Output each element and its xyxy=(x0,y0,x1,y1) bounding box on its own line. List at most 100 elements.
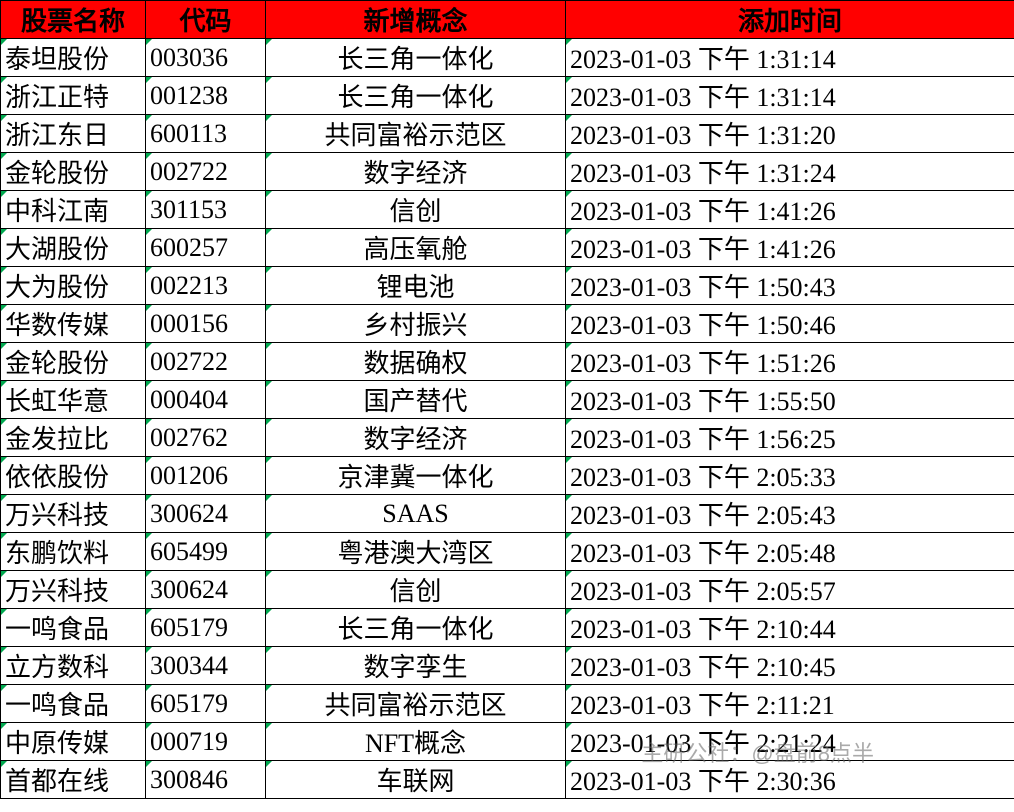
table-row: 金发拉比002762数字经济2023-01-03 下午 1:56:25 xyxy=(1,419,1014,457)
stock-concepts-table: 股票名称 代码 新增概念 添加时间 泰坦股份003036长三角一体化2023-0… xyxy=(0,0,1014,799)
cell-name: 东鹏饮料 xyxy=(1,533,146,571)
cell-code: 000156 xyxy=(146,305,266,343)
cell-code: 002762 xyxy=(146,419,266,457)
cell-code: 000404 xyxy=(146,381,266,419)
cell-code: 300846 xyxy=(146,761,266,799)
header-concept: 新增概念 xyxy=(266,1,566,39)
cell-name: 华数传媒 xyxy=(1,305,146,343)
table-row: 大为股份002213锂电池2023-01-03 下午 1:50:43 xyxy=(1,267,1014,305)
cell-code: 600257 xyxy=(146,229,266,267)
cell-name: 一鸣食品 xyxy=(1,609,146,647)
cell-time: 2023-01-03 下午 1:41:26 xyxy=(566,191,1014,229)
cell-concept: 高压氧舱 xyxy=(266,229,566,267)
cell-time: 2023-01-03 下午 2:05:48 xyxy=(566,533,1014,571)
cell-time: 2023-01-03 下午 2:05:57 xyxy=(566,571,1014,609)
cell-code: 001206 xyxy=(146,457,266,495)
cell-code: 003036 xyxy=(146,39,266,77)
cell-code: 300344 xyxy=(146,647,266,685)
cell-concept: 乡村振兴 xyxy=(266,305,566,343)
table-row: 华数传媒000156乡村振兴2023-01-03 下午 1:50:46 xyxy=(1,305,1014,343)
table-body: 泰坦股份003036长三角一体化2023-01-03 下午 1:31:14浙江正… xyxy=(1,39,1014,799)
cell-concept: SAAS xyxy=(266,495,566,533)
cell-concept: 共同富裕示范区 xyxy=(266,115,566,153)
cell-concept: NFT概念 xyxy=(266,723,566,761)
cell-code: 600113 xyxy=(146,115,266,153)
header-code: 代码 xyxy=(146,1,266,39)
table-row: 一鸣食品605179共同富裕示范区2023-01-03 下午 2:11:21 xyxy=(1,685,1014,723)
cell-concept: 长三角一体化 xyxy=(266,39,566,77)
cell-name: 浙江东日 xyxy=(1,115,146,153)
table-row: 万兴科技300624信创2023-01-03 下午 2:05:57 xyxy=(1,571,1014,609)
cell-time: 2023-01-03 下午 2:10:45 xyxy=(566,647,1014,685)
cell-name: 中科江南 xyxy=(1,191,146,229)
cell-concept: 长三角一体化 xyxy=(266,77,566,115)
cell-code: 002722 xyxy=(146,343,266,381)
cell-concept: 信创 xyxy=(266,571,566,609)
table-row: 中科江南301153信创2023-01-03 下午 1:41:26 xyxy=(1,191,1014,229)
cell-code: 002722 xyxy=(146,153,266,191)
table-row: 立方数科300344数字孪生2023-01-03 下午 2:10:45 xyxy=(1,647,1014,685)
cell-concept: 国产替代 xyxy=(266,381,566,419)
cell-code: 002213 xyxy=(146,267,266,305)
cell-code: 300624 xyxy=(146,495,266,533)
cell-code: 300624 xyxy=(146,571,266,609)
cell-concept: 长三角一体化 xyxy=(266,609,566,647)
table-row: 浙江正特001238长三角一体化2023-01-03 下午 1:31:14 xyxy=(1,77,1014,115)
cell-name: 立方数科 xyxy=(1,647,146,685)
table-row: 浙江东日600113共同富裕示范区2023-01-03 下午 1:31:20 xyxy=(1,115,1014,153)
cell-name: 依依股份 xyxy=(1,457,146,495)
table-header-row: 股票名称 代码 新增概念 添加时间 xyxy=(1,1,1014,39)
table-row: 泰坦股份003036长三角一体化2023-01-03 下午 1:31:14 xyxy=(1,39,1014,77)
cell-time: 2023-01-03 下午 1:50:46 xyxy=(566,305,1014,343)
cell-time: 2023-01-03 下午 1:55:50 xyxy=(566,381,1014,419)
cell-time: 2023-01-03 下午 2:21:24 xyxy=(566,723,1014,761)
cell-time: 2023-01-03 下午 2:10:44 xyxy=(566,609,1014,647)
cell-name: 中原传媒 xyxy=(1,723,146,761)
cell-code: 301153 xyxy=(146,191,266,229)
cell-time: 2023-01-03 下午 1:31:24 xyxy=(566,153,1014,191)
cell-name: 大为股份 xyxy=(1,267,146,305)
cell-concept: 共同富裕示范区 xyxy=(266,685,566,723)
cell-name: 浙江正特 xyxy=(1,77,146,115)
cell-code: 000719 xyxy=(146,723,266,761)
cell-name: 万兴科技 xyxy=(1,571,146,609)
cell-time: 2023-01-03 下午 2:11:21 xyxy=(566,685,1014,723)
cell-time: 2023-01-03 下午 1:31:20 xyxy=(566,115,1014,153)
cell-time: 2023-01-03 下午 1:56:25 xyxy=(566,419,1014,457)
header-stock-name: 股票名称 xyxy=(1,1,146,39)
cell-name: 金发拉比 xyxy=(1,419,146,457)
cell-code: 605179 xyxy=(146,609,266,647)
cell-name: 金轮股份 xyxy=(1,153,146,191)
cell-time: 2023-01-03 下午 1:51:26 xyxy=(566,343,1014,381)
cell-time: 2023-01-03 下午 1:41:26 xyxy=(566,229,1014,267)
cell-name: 首都在线 xyxy=(1,761,146,799)
cell-code: 001238 xyxy=(146,77,266,115)
cell-code: 605499 xyxy=(146,533,266,571)
cell-concept: 粤港澳大湾区 xyxy=(266,533,566,571)
cell-concept: 信创 xyxy=(266,191,566,229)
table-row: 万兴科技300624SAAS2023-01-03 下午 2:05:43 xyxy=(1,495,1014,533)
cell-name: 泰坦股份 xyxy=(1,39,146,77)
cell-concept: 数字经济 xyxy=(266,153,566,191)
cell-name: 一鸣食品 xyxy=(1,685,146,723)
table-row: 长虹华意000404国产替代2023-01-03 下午 1:55:50 xyxy=(1,381,1014,419)
table-row: 金轮股份002722数字经济2023-01-03 下午 1:31:24 xyxy=(1,153,1014,191)
table-row: 东鹏饮料605499粤港澳大湾区2023-01-03 下午 2:05:48 xyxy=(1,533,1014,571)
table-row: 首都在线300846车联网2023-01-03 下午 2:30:36 xyxy=(1,761,1014,799)
cell-name: 长虹华意 xyxy=(1,381,146,419)
cell-concept: 锂电池 xyxy=(266,267,566,305)
cell-code: 605179 xyxy=(146,685,266,723)
table-row: 中原传媒000719NFT概念2023-01-03 下午 2:21:24 xyxy=(1,723,1014,761)
cell-time: 2023-01-03 下午 1:31:14 xyxy=(566,39,1014,77)
table-row: 一鸣食品605179长三角一体化2023-01-03 下午 2:10:44 xyxy=(1,609,1014,647)
table-row: 金轮股份002722数据确权2023-01-03 下午 1:51:26 xyxy=(1,343,1014,381)
cell-concept: 车联网 xyxy=(266,761,566,799)
cell-name: 万兴科技 xyxy=(1,495,146,533)
cell-time: 2023-01-03 下午 2:05:43 xyxy=(566,495,1014,533)
cell-concept: 数字经济 xyxy=(266,419,566,457)
cell-concept: 京津冀一体化 xyxy=(266,457,566,495)
cell-time: 2023-01-03 下午 2:05:33 xyxy=(566,457,1014,495)
cell-time: 2023-01-03 下午 2:30:36 xyxy=(566,761,1014,799)
table-row: 大湖股份600257高压氧舱2023-01-03 下午 1:41:26 xyxy=(1,229,1014,267)
cell-name: 金轮股份 xyxy=(1,343,146,381)
